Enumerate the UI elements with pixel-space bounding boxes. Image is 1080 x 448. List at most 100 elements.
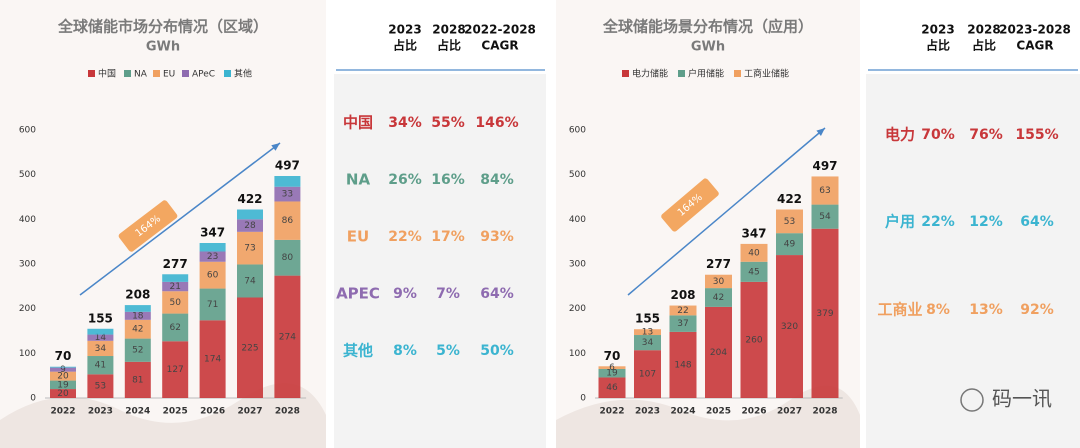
bar-segment	[705, 288, 732, 307]
table-header: 2023	[388, 23, 421, 37]
bar-segment	[199, 288, 226, 321]
total-label: 277	[163, 257, 188, 271]
table-cell: 64%	[480, 286, 514, 302]
bar-segment	[50, 371, 76, 381]
y-tick-label: 300	[569, 260, 586, 270]
row-label: APEC	[336, 285, 380, 303]
y-tick-label: 400	[19, 215, 36, 225]
table-cell: 146%	[475, 115, 518, 131]
table-header: 2022-2028	[464, 23, 536, 37]
y-tick-label: 0	[580, 394, 586, 404]
bar-segment	[87, 340, 114, 357]
segment-label: 107	[639, 370, 656, 380]
bar-segment	[811, 228, 839, 398]
bar-segment	[634, 329, 661, 336]
bar-segment	[634, 350, 661, 398]
x-tick-label: 2023	[635, 407, 660, 417]
segment-label: 21	[169, 282, 180, 292]
bar-segment	[50, 389, 76, 398]
y-tick-label: 100	[569, 349, 586, 359]
bar-segment	[124, 361, 151, 398]
bar-segment	[669, 331, 697, 398]
bar-segment	[199, 320, 226, 398]
bar-segment	[87, 374, 114, 398]
chart-subtitle: GWh	[146, 40, 180, 55]
x-tick-label: 2025	[163, 407, 188, 417]
table-cell: 92%	[1020, 302, 1054, 318]
table-cell: 9%	[393, 286, 417, 302]
segment-label: 23	[207, 252, 218, 262]
legend-label: APeC	[192, 70, 215, 80]
bar-segment	[776, 233, 803, 256]
table-header: 占比	[926, 38, 950, 53]
segment-label: 9	[60, 365, 66, 375]
bar-segment	[740, 261, 768, 282]
x-tick-label: 2023	[88, 407, 113, 417]
y-tick-label: 0	[30, 394, 36, 404]
chart-title: 全球储能场景分布情况（应用）	[602, 18, 813, 36]
bar-segment	[199, 243, 226, 252]
table-header: 占比	[437, 38, 461, 53]
row-label: 户用	[885, 213, 915, 231]
table-header: 2023	[921, 23, 954, 37]
total-label: 155	[635, 312, 660, 326]
legend-label: 电力储能	[632, 68, 668, 80]
segment-label: 19	[57, 380, 69, 390]
bar-segment	[124, 311, 151, 320]
x-tick-label: 2024	[125, 407, 150, 417]
bar-segment	[50, 380, 76, 390]
y-tick-label: 500	[569, 170, 586, 180]
table-cell: 55%	[431, 115, 465, 131]
bar-segment	[162, 313, 189, 342]
x-tick-label: 2022	[599, 407, 624, 417]
y-tick-label: 200	[19, 304, 36, 314]
x-tick-label: 2024	[670, 407, 695, 417]
ink-landscape	[0, 383, 326, 448]
bar-segment	[274, 186, 301, 202]
row-label: 电力	[885, 126, 915, 144]
segment-label: 60	[207, 271, 219, 281]
table-cell: 13%	[969, 302, 1003, 318]
chart-title: 全球储能市场分布情况（区域）	[57, 18, 268, 36]
total-label: 70	[604, 349, 621, 363]
arrow-head	[816, 128, 825, 137]
legend-swatch	[182, 70, 189, 77]
bar-segment	[162, 274, 189, 282]
row-label: NA	[346, 171, 371, 189]
row-label: 其他	[343, 342, 373, 360]
bar-segment	[199, 261, 226, 289]
segment-label: 45	[748, 267, 759, 277]
table-cell: 76%	[969, 127, 1003, 143]
x-tick-label: 2027	[777, 407, 802, 417]
row-label: EU	[347, 228, 369, 246]
legend-swatch	[224, 70, 231, 77]
table-cell: 16%	[431, 172, 465, 188]
bar-segment	[87, 334, 114, 341]
legend-label: NA	[134, 70, 148, 80]
total-label: 347	[741, 226, 766, 240]
bar-segment	[274, 176, 301, 187]
table-cell: 8%	[926, 302, 950, 318]
annotation-bg	[661, 178, 719, 232]
segment-label: 80	[282, 253, 294, 263]
table-header: 2023-2028	[999, 23, 1071, 37]
y-tick-label: 400	[569, 215, 586, 225]
table-cell: 93%	[480, 229, 514, 245]
x-tick-label: 2028	[275, 407, 300, 417]
segment-label: 34	[95, 344, 107, 354]
segment-label: 34	[642, 338, 654, 348]
table-header: 2028	[432, 23, 465, 37]
bar-segment	[598, 377, 626, 398]
table-cell: 64%	[1020, 214, 1054, 230]
bar-segment	[162, 281, 189, 292]
table-cell: 22%	[921, 214, 955, 230]
bar-segment	[87, 328, 114, 335]
segment-label: 13	[642, 328, 653, 338]
total-label: 422	[237, 192, 262, 206]
bar-segment	[274, 201, 301, 240]
table-cell: 12%	[969, 214, 1003, 230]
legend-label: 工商业储能	[744, 68, 789, 80]
legend-label: 其他	[234, 68, 252, 80]
segment-label: 40	[748, 248, 760, 258]
